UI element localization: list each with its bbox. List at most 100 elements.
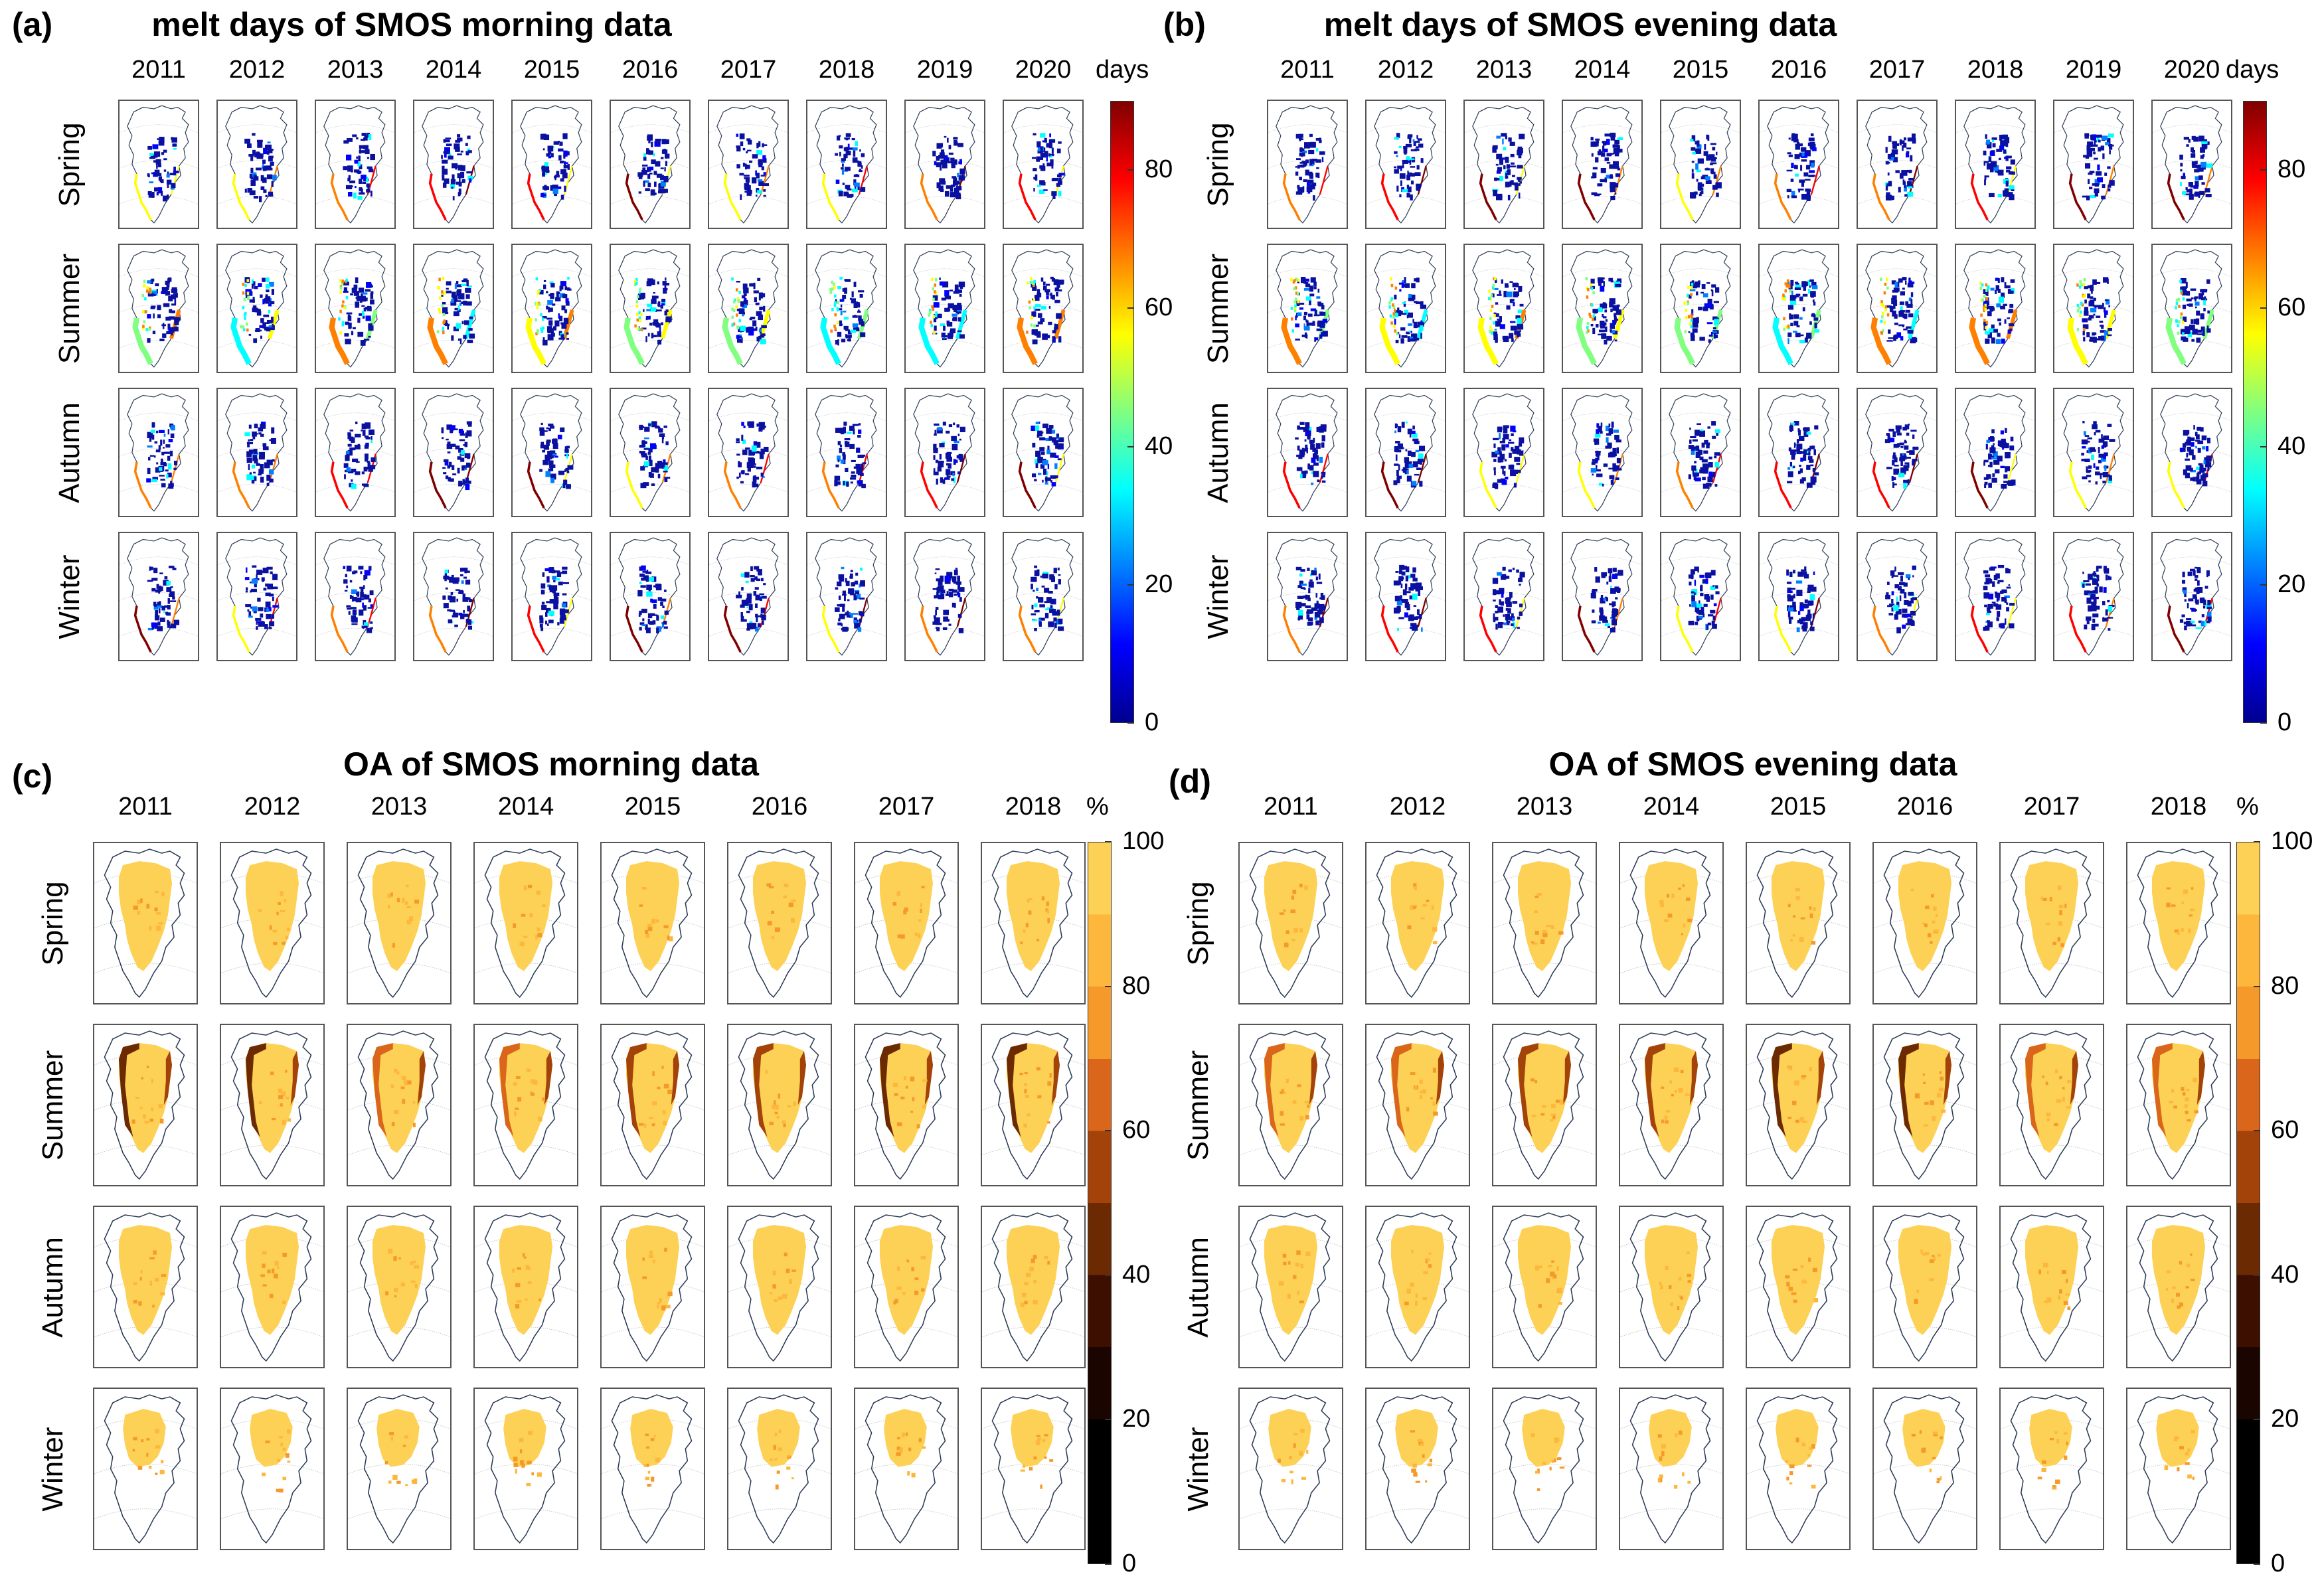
map-cell bbox=[708, 100, 789, 229]
year-label: 2014 bbox=[1574, 56, 1631, 84]
map-cell bbox=[981, 1206, 1086, 1368]
year-label: 2018 bbox=[2150, 793, 2207, 821]
season-label: Summer bbox=[1202, 253, 1234, 364]
chart-title: melt days of SMOS evening data bbox=[1323, 6, 1837, 43]
greenland-map bbox=[602, 1389, 704, 1549]
map-cell bbox=[511, 100, 592, 229]
greenland-map bbox=[513, 389, 591, 516]
map-cell bbox=[1857, 532, 1938, 661]
greenland-map bbox=[348, 1207, 450, 1367]
map-cell bbox=[220, 1206, 325, 1368]
map-cell bbox=[1955, 100, 2036, 229]
map-cell bbox=[1463, 532, 1544, 661]
map-cell bbox=[1562, 100, 1643, 229]
map-cell bbox=[1872, 1024, 1977, 1186]
chart-title: OA of SMOS morning data bbox=[343, 746, 759, 783]
colorbar-tick-label: 40 bbox=[1145, 432, 1173, 460]
greenland-map bbox=[1874, 843, 1976, 1003]
greenland-map bbox=[855, 1389, 957, 1549]
greenland-map bbox=[2001, 1025, 2103, 1185]
year-label: 2013 bbox=[371, 793, 428, 821]
map-cell bbox=[1238, 842, 1343, 1004]
map-cell bbox=[315, 388, 396, 517]
colorbar-tick-label: 60 bbox=[2271, 1116, 2299, 1145]
year-label: 2011 bbox=[131, 56, 186, 84]
map-cell bbox=[347, 1206, 452, 1368]
colorbar-unit: % bbox=[2236, 793, 2259, 821]
map-cell bbox=[1999, 1024, 2104, 1186]
greenland-map bbox=[906, 389, 984, 516]
greenland-map bbox=[1661, 533, 1740, 660]
greenland-map bbox=[2153, 101, 2231, 228]
map-cell bbox=[904, 532, 985, 661]
greenland-map bbox=[602, 1207, 704, 1367]
greenland-map bbox=[94, 1207, 197, 1367]
colorbar-tick-mark bbox=[1105, 1419, 1112, 1421]
map-cell bbox=[610, 100, 691, 229]
map-cell bbox=[2053, 532, 2134, 661]
map-cell bbox=[981, 1024, 1086, 1186]
map-cell bbox=[1955, 244, 2036, 373]
greenland-map bbox=[1956, 533, 2034, 660]
year-label: 2013 bbox=[327, 56, 384, 84]
map-cell bbox=[347, 842, 452, 1004]
greenland-map bbox=[1268, 245, 1347, 372]
colorbar-tick-label: 0 bbox=[1145, 708, 1159, 736]
map-cell bbox=[1562, 388, 1643, 517]
greenland-map bbox=[1240, 843, 1342, 1003]
map-cell bbox=[413, 244, 494, 373]
map-cell bbox=[2151, 388, 2232, 517]
greenland-map bbox=[602, 843, 704, 1003]
greenland-map bbox=[414, 101, 493, 228]
greenland-map bbox=[2054, 389, 2133, 516]
chart-title: OA of SMOS evening data bbox=[1548, 746, 1957, 783]
year-label: 2012 bbox=[228, 56, 286, 84]
year-label: 2015 bbox=[1672, 56, 1729, 84]
colorbar-tick-mark bbox=[2260, 584, 2267, 586]
greenland-map bbox=[602, 1025, 704, 1185]
greenland-map bbox=[316, 245, 394, 372]
colorbar-tick-mark bbox=[2254, 1419, 2260, 1421]
map-cell bbox=[1238, 1024, 1343, 1186]
map-cell bbox=[1872, 1388, 1977, 1550]
greenland-map bbox=[1760, 245, 1838, 372]
greenland-map bbox=[1858, 389, 1936, 516]
greenland-map bbox=[2054, 533, 2133, 660]
greenland-map bbox=[807, 245, 886, 372]
colorbar-tick-label: 20 bbox=[2278, 570, 2306, 598]
greenland-map bbox=[120, 101, 198, 228]
greenland-map bbox=[2127, 1025, 2230, 1185]
greenland-map bbox=[2127, 1207, 2230, 1367]
greenland-map bbox=[1563, 101, 1641, 228]
map-cell bbox=[1872, 1206, 1977, 1368]
greenland-map bbox=[218, 101, 296, 228]
map-cell bbox=[854, 1388, 959, 1550]
map-cell bbox=[1492, 842, 1597, 1004]
greenland-map bbox=[611, 389, 689, 516]
greenland-map bbox=[1004, 389, 1082, 516]
season-label: Spring bbox=[1182, 880, 1214, 966]
panel-label: (a) bbox=[12, 6, 53, 43]
greenland-map bbox=[982, 1207, 1084, 1367]
season-label: Winter bbox=[1182, 1426, 1214, 1512]
greenland-map bbox=[1858, 533, 1936, 660]
map-cell bbox=[981, 842, 1086, 1004]
colorbar-tick-label: 0 bbox=[1122, 1550, 1137, 1577]
greenland-map bbox=[2127, 843, 2230, 1003]
map-cell bbox=[610, 244, 691, 373]
greenland-map bbox=[1493, 1389, 1596, 1549]
greenland-map bbox=[807, 101, 886, 228]
greenland-map bbox=[1661, 101, 1740, 228]
map-cell bbox=[806, 244, 887, 373]
greenland-map bbox=[807, 533, 886, 660]
greenland-map bbox=[120, 389, 198, 516]
greenland-map bbox=[94, 1389, 197, 1549]
colorbar-tick-label: 60 bbox=[1122, 1116, 1151, 1145]
greenland-map bbox=[1493, 843, 1596, 1003]
map-cell bbox=[511, 532, 592, 661]
greenland-map bbox=[513, 533, 591, 660]
year-label: 2017 bbox=[2023, 793, 2080, 821]
panel-label: (c) bbox=[12, 758, 53, 795]
map-cell bbox=[1003, 100, 1084, 229]
map-cell bbox=[1562, 532, 1643, 661]
